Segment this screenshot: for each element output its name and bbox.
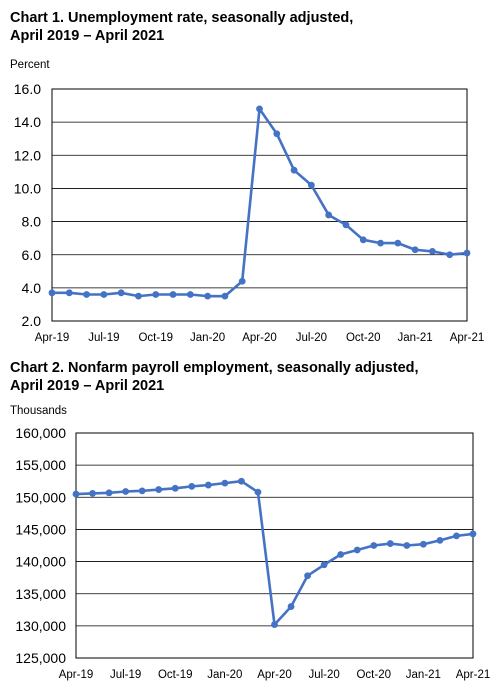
chart1-data-point — [152, 291, 160, 298]
chart1-plot: 2.0 4.0 6.0 8.0 10.0 12.0 14.0 16.0 Apr-19 Jul-19… — [14, 81, 485, 344]
chart2-xtick-label: Jul-20 — [308, 669, 339, 681]
chart2-data-point — [138, 487, 146, 495]
chart1-xtick-label: Oct-19 — [138, 332, 173, 344]
chart1-xtick-label: Oct-20 — [346, 332, 381, 344]
chart1-data-point — [65, 289, 73, 297]
chart1-y-unit-label: Percent — [10, 59, 50, 71]
chart2-data-point — [370, 542, 378, 549]
chart2-data-point — [155, 486, 163, 493]
chart1-subtitle: April 2019 – April 2021 — [10, 28, 165, 44]
chart2-y-unit-label: Thousands — [10, 405, 67, 417]
chart2-series-line — [75, 479, 474, 626]
chart1-data-point — [463, 249, 471, 257]
chart2-xtick-label: Jan-20 — [207, 669, 242, 681]
chart2-subtitle: April 2019 – April 2021 — [10, 378, 165, 394]
chart1-title-block: Chart 1. Unemployment rate, seasonally a… — [10, 9, 353, 45]
chart2-data-point — [287, 603, 295, 610]
chart1-data-point — [273, 130, 281, 138]
chart2-xtick-label: Oct-20 — [356, 669, 391, 681]
chart2-ytick-label: 130,000 — [15, 618, 66, 634]
chart1-data-point — [377, 239, 384, 247]
chart1-xtick-label: Apr-21 — [450, 332, 485, 344]
chart1-xtick-label: Apr-20 — [242, 332, 277, 344]
chart2-ytick-label: 125,000 — [15, 650, 66, 666]
chart2-data-point — [403, 542, 411, 549]
chart1-data-point — [117, 289, 125, 297]
chart1-frame — [51, 88, 468, 322]
chart2-xtick-label: Apr-20 — [257, 669, 292, 681]
chart2-data-point — [254, 488, 262, 496]
chart1-data-point — [290, 166, 298, 174]
chart2-frame — [75, 432, 474, 659]
chart2-xtick-label: Apr-21 — [456, 669, 491, 681]
chart1-data-point — [446, 251, 454, 259]
chart2-data-point — [304, 572, 311, 580]
chart2-data-point — [105, 489, 113, 497]
chart1-ytick-label: 8.0 — [22, 214, 42, 230]
chart1-data-point — [204, 292, 212, 300]
chart2-ytick-label: 155,000 — [15, 457, 66, 473]
chart1-data-point — [429, 248, 436, 255]
chart2-data-point — [188, 482, 196, 490]
chart2-data-point — [337, 551, 345, 558]
chart2-data-point — [453, 532, 460, 540]
chart1-ytick-label: 6.0 — [22, 247, 42, 263]
chart1-ytick-label: 14.0 — [14, 114, 41, 130]
chart1-data-point — [221, 292, 229, 300]
chart2-ytick-label: 160,000 — [15, 425, 66, 441]
chart1-data-point — [342, 221, 350, 229]
chart1-data-point — [83, 291, 90, 298]
chart2-data-point — [386, 540, 394, 547]
chart2-ytick-label: 135,000 — [15, 586, 66, 602]
chart1-xtick-label: Jan-21 — [398, 332, 433, 344]
chart1-data-point — [238, 277, 246, 285]
chart1-ytick-label: 12.0 — [14, 147, 41, 163]
chart2-data-point — [469, 530, 477, 538]
chart1-data-point — [394, 239, 402, 247]
chart2-data-point — [436, 536, 444, 544]
chart1-xtick-label: Jan-20 — [190, 332, 225, 344]
chart2-data-point — [271, 621, 278, 628]
chart1-data-point — [307, 181, 315, 189]
chart1-data-point — [359, 236, 367, 244]
chart2-data-point — [221, 479, 229, 487]
chart2-title: Chart 2. Nonfarm payroll employment, sea… — [10, 360, 419, 376]
chart2-data-point — [204, 481, 212, 489]
chart1-data-point — [100, 291, 108, 298]
chart1-data-point — [325, 211, 333, 219]
chart1-data-point — [186, 291, 194, 298]
chart2-data-point — [122, 488, 130, 495]
chart1-data-point — [135, 292, 142, 300]
chart2-xtick-label: Apr-19 — [59, 669, 94, 681]
chart2-data-point — [419, 540, 427, 548]
chart1-ytick-label: 10.0 — [14, 180, 41, 196]
chart2-data-point — [89, 490, 96, 497]
chart2-ytick-label: 150,000 — [15, 489, 66, 505]
chart2-ytick-label: 140,000 — [15, 554, 66, 570]
chart2-ytick-label: 145,000 — [15, 521, 66, 537]
chart2-data-point — [320, 561, 328, 569]
chart1-xtick-label: Jul-19 — [88, 332, 119, 344]
chart1-data-point — [411, 246, 419, 254]
chart2-xtick-label: Jul-19 — [110, 669, 141, 681]
chart2-title-block: Chart 2. Nonfarm payroll employment, sea… — [10, 359, 419, 395]
chart1-data-point — [169, 291, 177, 298]
chart1-ytick-label: 16.0 — [14, 81, 41, 97]
chart1-data-point — [256, 105, 263, 113]
chart2-data-point — [171, 484, 179, 492]
chart1-ytick-label: 2.0 — [22, 313, 42, 329]
chart2-data-point — [72, 490, 80, 498]
chart1-xtick-label: Apr-19 — [35, 332, 70, 344]
chart2-xtick-label: Jan-21 — [406, 669, 441, 681]
chart2-data-point — [353, 546, 361, 554]
chart2-xtick-label: Oct-19 — [158, 669, 193, 681]
chart1-ytick-label: 4.0 — [22, 280, 42, 296]
chart1-title: Chart 1. Unemployment rate, seasonally a… — [10, 10, 354, 26]
chart1-xtick-label: Jul-20 — [296, 332, 327, 344]
chart2-data-point — [238, 477, 245, 485]
chart1-data-point — [48, 289, 56, 297]
